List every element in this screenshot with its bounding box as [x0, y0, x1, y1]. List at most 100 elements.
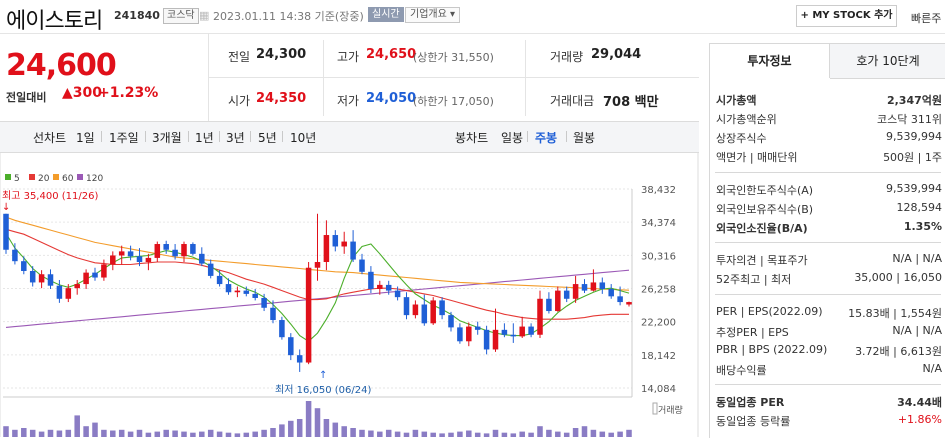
- volume-bar: [368, 430, 374, 437]
- low-label: 저가: [337, 94, 360, 108]
- candle-body: [56, 285, 63, 299]
- candle-body: [181, 244, 187, 257]
- volume-bar: [608, 432, 614, 437]
- tab-separator: [250, 131, 251, 142]
- info-value: 500원 | 1주: [883, 151, 942, 164]
- candle-body: [261, 297, 267, 308]
- tab-monthly[interactable]: 월봉: [573, 131, 596, 145]
- candle-body: [403, 297, 410, 316]
- y-tick-label: 18,142: [641, 351, 676, 362]
- candle-body: [92, 272, 98, 278]
- volume-bar: [199, 431, 205, 437]
- tab-weekly[interactable]: 주봉: [535, 131, 558, 145]
- tab-10year[interactable]: 10년: [290, 131, 317, 145]
- prev-close-label: 전일: [228, 50, 251, 64]
- tab-3month[interactable]: 3개월: [152, 131, 182, 145]
- candle-body: [581, 284, 588, 291]
- volume-bar: [163, 429, 169, 437]
- volume-bar: [439, 433, 445, 437]
- tab-5year[interactable]: 5년: [258, 131, 277, 145]
- volume-bar: [599, 431, 606, 437]
- candle-body: [199, 253, 205, 264]
- candle-body: [474, 326, 481, 330]
- info-row: 동일업종 PER 34.44배: [715, 392, 945, 410]
- tab-investment-info[interactable]: 투자정보: [710, 44, 830, 78]
- volume-bar: [279, 424, 285, 437]
- candle-body: [243, 290, 250, 294]
- tab-3year[interactable]: 3년: [226, 131, 245, 145]
- candle-body: [145, 257, 152, 263]
- min-price-label: 최저 16,050 (06/24): [275, 384, 371, 396]
- volume-bar: [394, 431, 401, 437]
- tab-separator: [527, 131, 528, 142]
- candle-body: [83, 272, 89, 285]
- volume-bar: [555, 431, 561, 437]
- candle-body: [626, 302, 632, 305]
- stock-header: [0, 0, 945, 34]
- info-value: N/A | N/A: [892, 324, 942, 337]
- tab-candle-chart[interactable]: 봉차트: [455, 131, 489, 145]
- candle-body: [279, 320, 285, 338]
- info-value: 9,539,994: [886, 130, 942, 143]
- tab-separator: [282, 131, 283, 142]
- volume-bar: [181, 431, 187, 437]
- candle-body: [466, 326, 472, 342]
- y-tick-label: 30,316: [641, 251, 676, 262]
- volume-bar: [626, 429, 632, 437]
- volume-bar: [581, 426, 588, 437]
- tab-1week[interactable]: 1주일: [109, 131, 139, 145]
- candle-body: [510, 334, 517, 337]
- info-row: 52주최고 | 최저 35,000 | 16,050: [715, 269, 945, 287]
- volume-bar: [296, 419, 303, 437]
- legend-swatch: [29, 174, 35, 180]
- trade-amount-label: 거래대금: [550, 94, 595, 108]
- candle-body: [501, 329, 508, 335]
- volume-bar: [528, 432, 534, 437]
- tab-separator: [101, 131, 102, 142]
- tab-1day[interactable]: 1일: [76, 131, 95, 145]
- divider: [525, 40, 526, 116]
- info-value: 34.44배: [897, 396, 942, 409]
- y-tick-label: 26,258: [641, 285, 676, 296]
- tab-1year[interactable]: 1년: [195, 131, 214, 145]
- y-tick-label: 22,200: [641, 318, 676, 329]
- tab-daily[interactable]: 일봉: [501, 131, 524, 145]
- volume-bar: [323, 419, 330, 437]
- candle-body: [385, 284, 392, 291]
- volume-bar: [136, 429, 143, 437]
- candle-body: [314, 262, 321, 268]
- volume-bar: [341, 426, 347, 437]
- add-mystock-button[interactable]: + MY STOCK 추가: [796, 5, 897, 27]
- divider: [208, 33, 209, 121]
- volume-bar: [118, 429, 125, 437]
- candle-body: [439, 300, 445, 316]
- weekly-candle-chart: 38,432 34,374 30,316 26,258 22,200 18,142 14,0…: [0, 152, 699, 437]
- low-value: 24,050: [366, 91, 417, 106]
- candle-body: [617, 296, 623, 303]
- volume-bar: [377, 431, 383, 437]
- company-overview-dropdown[interactable]: 기업개요 ▾: [405, 7, 460, 23]
- candle-body: [341, 241, 347, 247]
- candle-body: [590, 282, 597, 291]
- candle-body: [448, 315, 454, 328]
- volume-bar: [305, 401, 312, 437]
- candle-body: [234, 290, 241, 293]
- volume-bar: [546, 429, 552, 437]
- divider: [209, 77, 699, 78]
- candle-body: [546, 298, 552, 312]
- tab-separator: [188, 131, 189, 142]
- volume-bar: [483, 433, 490, 437]
- quick-menu-link[interactable]: 빠른주: [911, 12, 942, 25]
- info-value: 2,347억원: [886, 94, 942, 107]
- info-row: 투자의견 | 목표주가 N/A | N/A: [715, 250, 945, 268]
- realtime-button[interactable]: 실시간: [368, 7, 404, 22]
- volume-bar: [252, 431, 258, 437]
- legend-label: 5: [14, 174, 20, 184]
- info-label: 동일업종 등락률: [716, 415, 791, 428]
- info-row: 시가총액 2,347억원: [715, 90, 945, 108]
- candle-body: [394, 290, 401, 298]
- tab-line-chart[interactable]: 선차트: [33, 131, 67, 145]
- info-value: 코스닥 311위: [877, 113, 942, 126]
- candle-body: [163, 244, 169, 250]
- tab-orderbook[interactable]: 호가 10단계: [830, 44, 945, 79]
